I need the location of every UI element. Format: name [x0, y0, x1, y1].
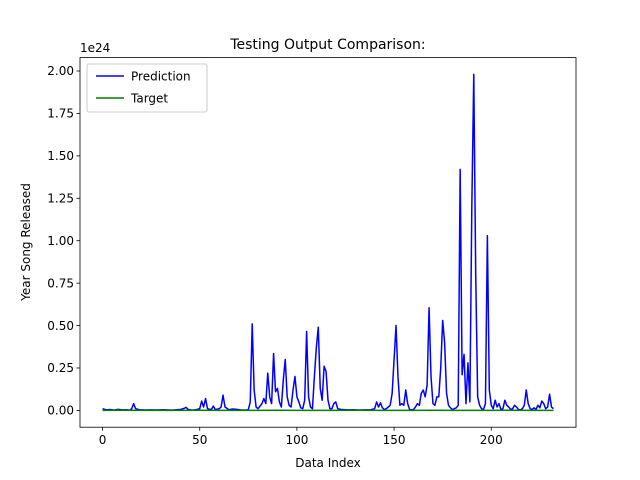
series-layer	[102, 73, 554, 412]
y-tick-label: 0.25	[47, 361, 74, 375]
x-tick-label: 50	[192, 433, 207, 447]
x-tick-label: 150	[383, 433, 406, 447]
plot-area-frame	[79, 57, 577, 428]
legend: Prediction Target	[86, 63, 208, 113]
ticks-layer: 0 50 100 150 200 0.00 0.25 0.50 0.75 1.00 1.25 1.50…	[47, 64, 502, 447]
y-tick-label: 0.00	[47, 404, 74, 418]
y-tick-label: 0.75	[47, 276, 74, 290]
legend-label-prediction: Prediction	[131, 70, 191, 84]
legend-label-target: Target	[130, 92, 168, 106]
x-axis-label: Data Index	[295, 456, 361, 470]
y-scale-offset-label: 1e24	[80, 41, 110, 55]
y-tick-label: 0.50	[47, 319, 74, 333]
x-tick-label: 100	[285, 433, 308, 447]
y-tick-label: 1.75	[47, 107, 74, 121]
y-tick-label: 1.50	[47, 149, 74, 163]
y-tick-label: 1.00	[47, 234, 74, 248]
x-tick-label: 200	[480, 433, 503, 447]
x-tick-label: 0	[99, 433, 107, 447]
chart-title: Testing Output Comparison:	[229, 37, 425, 53]
series-line-prediction	[102, 73, 554, 411]
y-tick-label: 1.25	[47, 191, 74, 205]
y-tick-label: 2.00	[47, 64, 74, 78]
y-axis-label: Year Song Released	[19, 183, 33, 302]
